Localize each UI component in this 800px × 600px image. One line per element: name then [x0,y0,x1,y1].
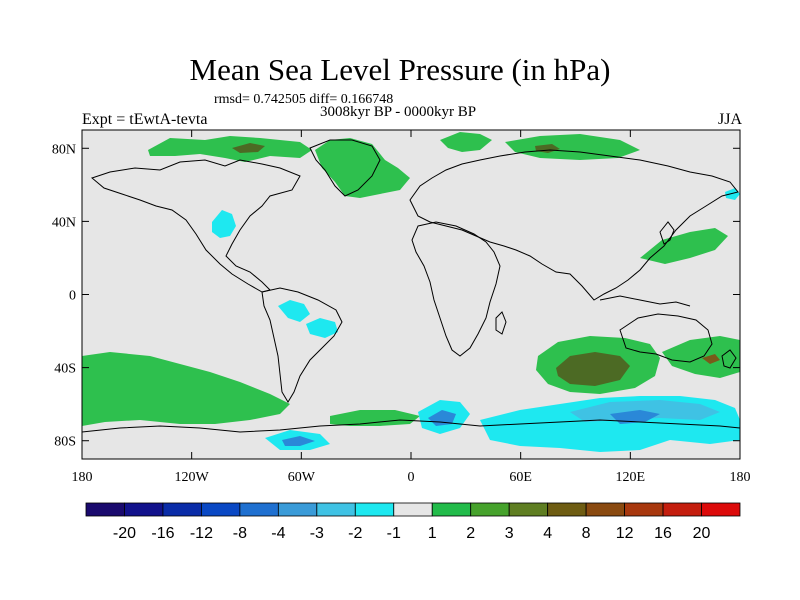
x-tick-label: 0 [408,470,415,485]
field-arctic-green [148,136,312,162]
experiment-label: Expt = tEwtA-tevta [82,111,208,128]
colorbar-label: -1 [387,525,401,542]
colorbar-swatch [508,502,549,517]
x-tick-label: 180 [730,470,751,485]
coastlines [82,139,740,433]
x-tick-label: 60W [288,470,316,485]
colorbar-swatch [547,502,587,517]
colorbar-swatch [585,502,625,517]
coast-japan [659,221,675,245]
colorbar-swatch [162,502,202,517]
field-samerica-cyan-2 [306,318,338,338]
colorbar-label: -4 [271,525,285,542]
colorbar-label: 12 [616,525,634,542]
field-siberia-green [505,134,640,160]
colorbar-label: -16 [151,525,174,542]
x-tick-label: 180 [72,470,93,485]
field-samerica-cyan-1 [278,300,310,322]
colorbar-swatch [277,502,318,517]
colorbar-swatch [470,502,510,517]
period-label: 3008kyr BP - 0000kyr BP [320,104,477,120]
colorbar-swatch [124,502,164,517]
field-namerica-cyan [212,210,236,238]
y-tick-label: 0 [69,289,76,304]
field-greenland-green [315,138,410,198]
field-nepacific-cyan [725,188,740,200]
colorbar-swatch [431,502,472,517]
colorbar-label: -3 [310,525,324,542]
field-arctic-darkgreen [232,143,265,153]
colorbar-label: -8 [233,525,247,542]
coast-indonesia [599,295,691,307]
x-tick-label: 120E [616,470,646,485]
coast-south-america [261,287,343,403]
y-tick-label: 80N [52,142,76,157]
colorbar-label: 16 [654,525,672,542]
y-axis-ticks: 80N 40N 0 40S 80S [52,142,740,450]
y-tick-label: 40N [52,215,76,230]
colorbar: -20 -16 -12 -8 -4 -3 -2 -1 1 2 3 4 8 12 16 20 [85,502,741,542]
field-amundsen-blue [282,436,315,446]
coast-north-america [90,159,301,293]
field-indian-darkgreen [556,352,630,386]
colorbar-label: 1 [428,525,437,542]
colorbar-label: 2 [466,525,475,542]
colorbar-label: -2 [348,525,362,542]
colorbar-label: 3 [505,525,514,542]
field-spacific-green [82,352,290,426]
colorbar-swatch [354,502,395,517]
x-tick-label: 60E [509,470,532,485]
colorbar-swatch [239,502,279,517]
y-tick-label: 40S [54,362,76,377]
colorbar-label: 8 [582,525,591,542]
season-label: JJA [717,111,742,128]
pressure-anomaly-fields [82,132,740,452]
y-tick-label: 80S [54,435,76,450]
x-tick-label: 120W [175,470,210,485]
coast-new-zealand [721,349,737,369]
colorbar-label: 4 [543,525,552,542]
field-antarctic-blue [610,410,660,424]
colorbar-swatch [624,502,664,517]
coast-antarctica [82,419,740,433]
colorbar-label: 20 [693,525,711,542]
field-barents-green [440,132,492,152]
coast-australia [619,313,713,363]
colorbar-label: -20 [113,525,136,542]
colorbar-swatch [393,502,433,517]
field-ross-cyan [700,414,740,436]
colorbar-swatch [316,502,356,517]
field-npacific-green [640,228,728,264]
colorbar-label: -12 [190,525,213,542]
colorbar-swatch [662,502,702,517]
coast-eurasia [409,149,739,301]
x-axis-ticks: 180 120W 60W 0 60E 120E 180 [72,130,751,485]
map-title: Mean Sea Level Pressure (in hPa) [189,52,611,87]
coast-greenland [309,139,381,197]
coast-africa [411,221,501,357]
stats-line: rmsd= 0.742505 diff= 0.166748 [214,92,394,107]
colorbar-swatch [701,502,741,517]
colorbar-swatch [201,502,241,517]
field-tasman-brown [702,354,720,364]
coast-madagascar [495,311,507,335]
field-satlantic-green [330,410,420,426]
colorbar-swatch [85,502,125,517]
